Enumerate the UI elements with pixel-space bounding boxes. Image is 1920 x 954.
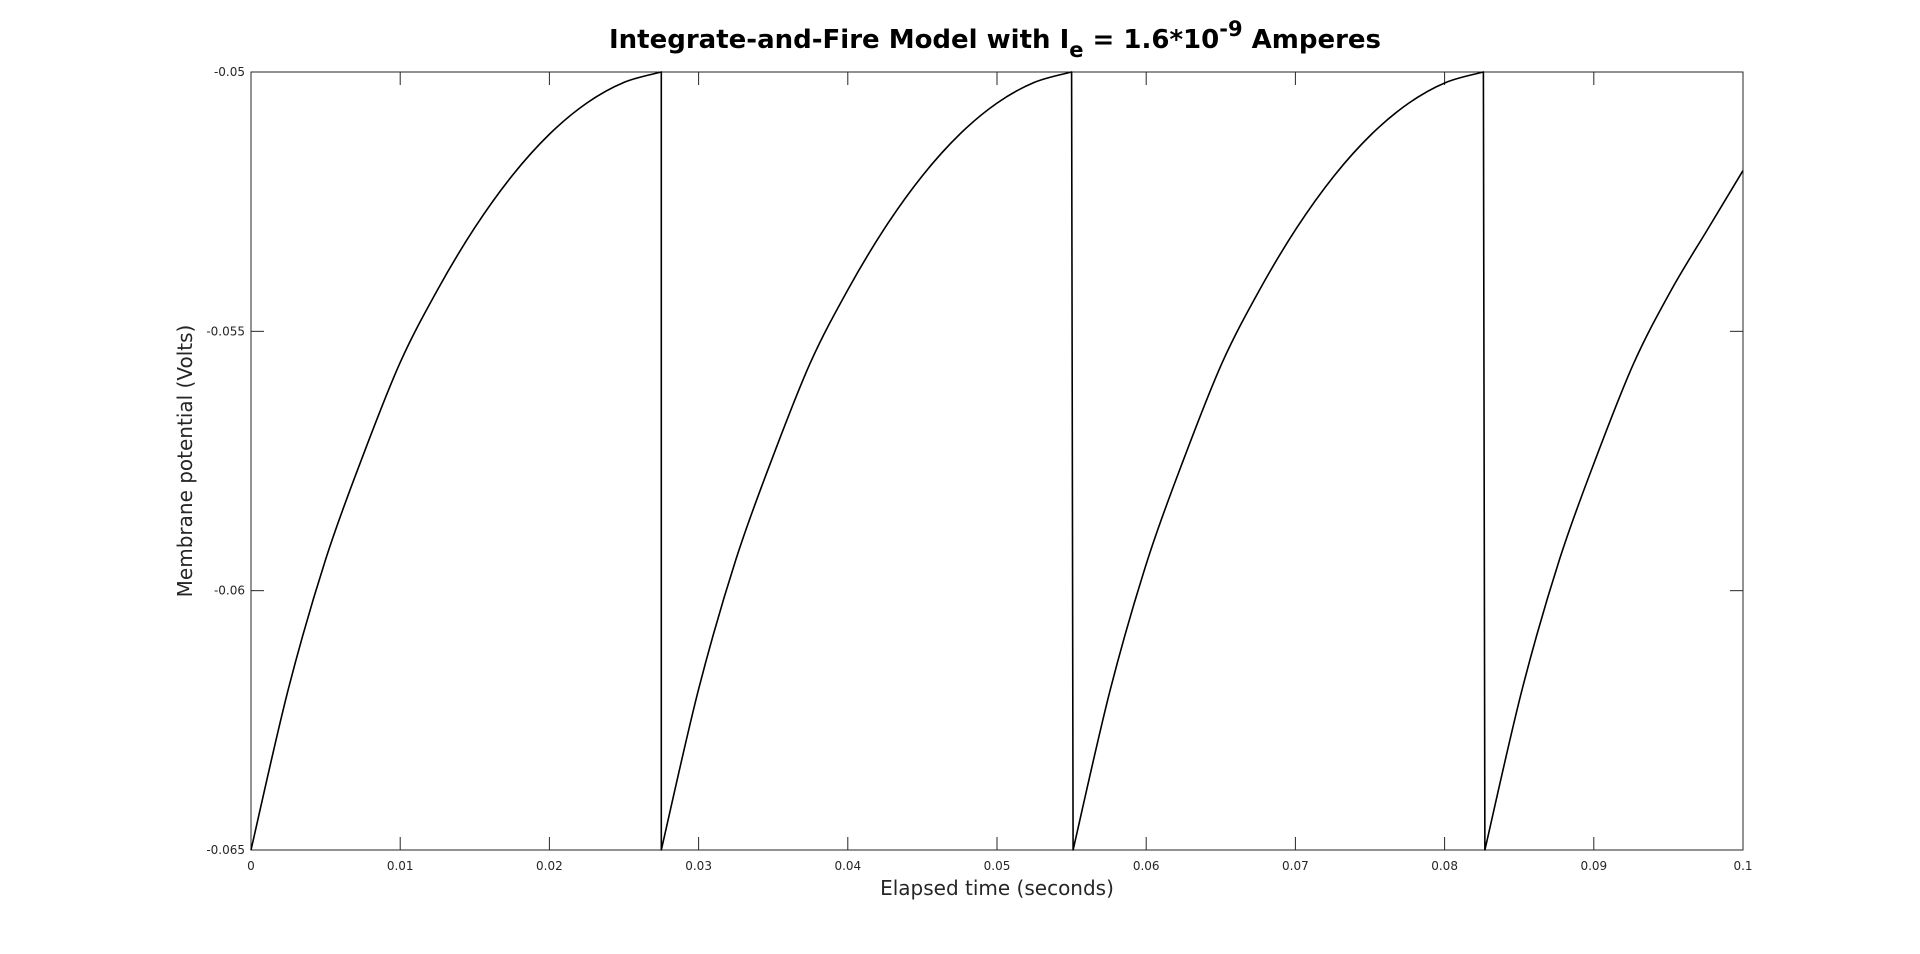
x-tick-label: 0.02 — [536, 859, 563, 873]
y-tick-label: -0.06 — [214, 584, 245, 598]
y-tick-label: -0.05 — [214, 65, 245, 79]
x-tick-label: 0.05 — [984, 859, 1011, 873]
x-tick-label: 0.08 — [1431, 859, 1458, 873]
x-tick-label: 0.07 — [1282, 859, 1309, 873]
x-tick-label: 0.09 — [1580, 859, 1607, 873]
chart-title: Integrate-and-Fire Model with Ie = 1.6*1… — [609, 17, 1381, 62]
x-tick-label: 0.04 — [834, 859, 861, 873]
x-tick-label: 0 — [247, 859, 255, 873]
x-tick-label: 0.1 — [1733, 859, 1752, 873]
y-tick-label: -0.065 — [206, 843, 245, 857]
y-axis-ticks: -0.065 -0.06 -0.055 -0.05 — [206, 65, 1743, 857]
plot-area — [250, 71, 1744, 851]
y-axis-label: Membrane potential (Volts) — [173, 325, 197, 598]
membrane-potential-line — [250, 71, 1744, 851]
y-tick-label: -0.055 — [206, 324, 245, 338]
x-tick-label: 0.06 — [1133, 859, 1160, 873]
x-axis-ticks: 0 0.01 0.02 0.03 0.04 0.05 0.06 0.07 0.08 0.09 0.1 — [247, 72, 1753, 873]
x-tick-label: 0.01 — [387, 859, 414, 873]
x-axis-label: Elapsed time (seconds) — [880, 876, 1114, 900]
x-tick-label: 0.03 — [685, 859, 712, 873]
